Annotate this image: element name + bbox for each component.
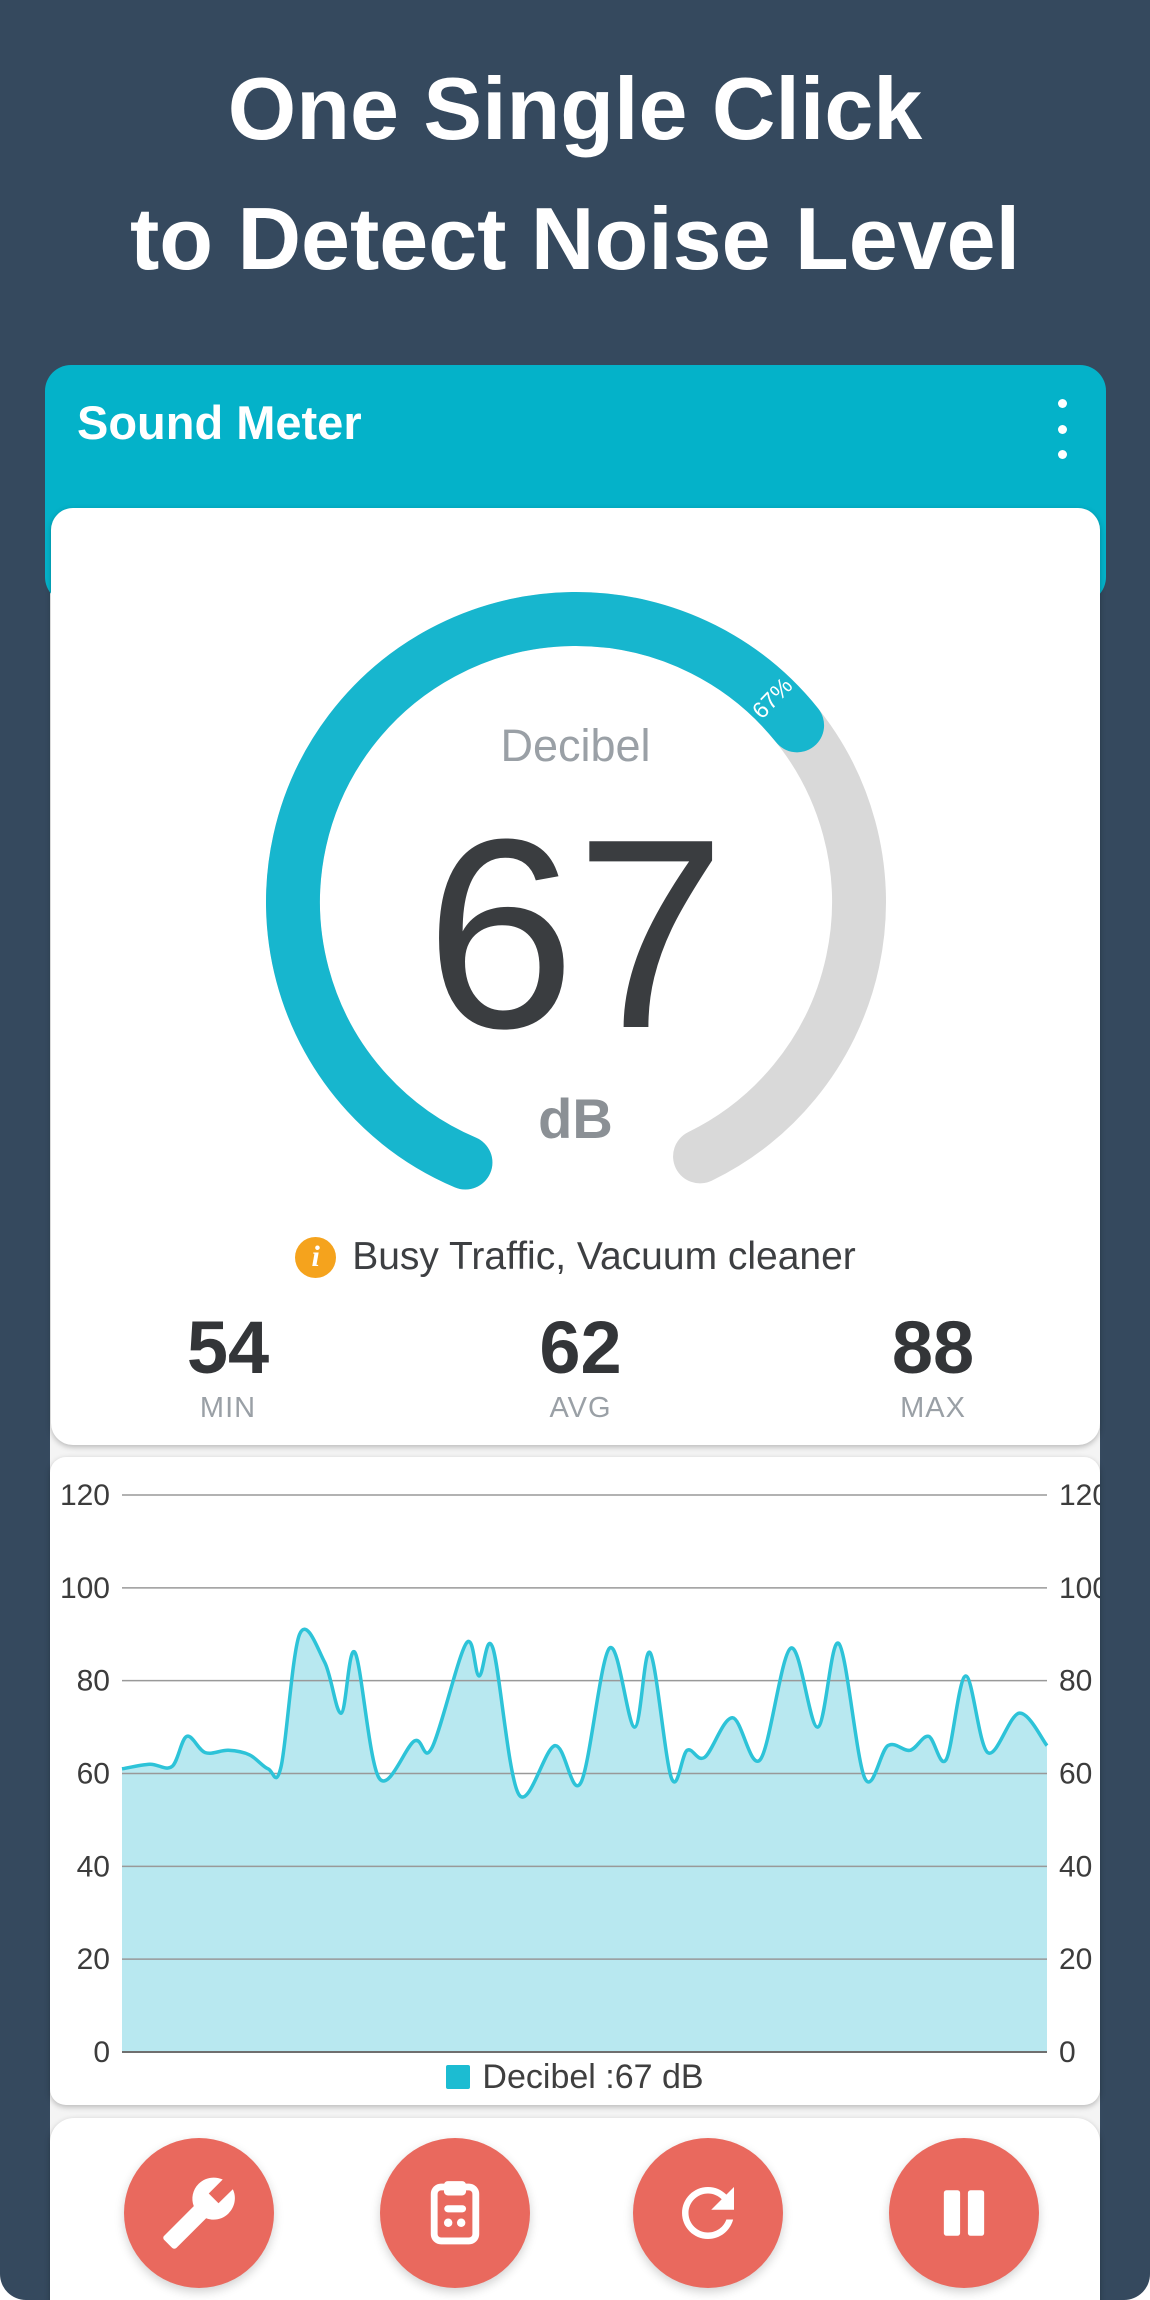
- decibel-history-chart: 0 0 20 20 40 40 60 60 80 80 100 100 120 120: [60, 1479, 1100, 2069]
- headline-line-1: One Single Click: [227, 59, 923, 158]
- area-fill: [122, 1629, 1047, 2052]
- headline-line-2: to Detect Noise Level: [129, 189, 1021, 288]
- y-tick-left: 20: [77, 1943, 110, 1976]
- legend-swatch: [446, 2065, 471, 2089]
- gauge-card: 67% Decibel 67 dB i Busy Traffic, Vacuum…: [51, 508, 1100, 1445]
- kebab-dot: [1057, 450, 1067, 459]
- y-tick-right: 40: [1059, 1850, 1092, 1883]
- noise-source-text: Busy Traffic, Vacuum cleaner: [352, 1235, 856, 1278]
- chart-card: 0 0 20 20 40 40 60 60 80 80 100 100 120 120 Decibel :…: [50, 1457, 1100, 2105]
- y-tick-right: 120: [1059, 1479, 1100, 1512]
- stat-min-label: MIN: [199, 1392, 257, 1424]
- y-tick-left: 60: [77, 1758, 110, 1791]
- info-icon: i: [295, 1236, 337, 1278]
- kebab-dot: [1057, 399, 1067, 408]
- gauge-value: 67: [425, 784, 726, 1085]
- app-title: Sound Meter: [77, 396, 362, 449]
- y-tick-right: 80: [1059, 1665, 1092, 1698]
- stats-row: 54 MIN 62 AVG 88 MAX: [51, 1308, 1100, 1425]
- gauge-progress-arc: [266, 592, 825, 1190]
- stat-avg-label: AVG: [549, 1392, 612, 1424]
- stat-min-value: 54: [186, 1306, 270, 1389]
- y-tick-left: 120: [60, 1479, 110, 1512]
- stat-avg: 62 AVG: [471, 1308, 691, 1425]
- kebab-dot: [1057, 424, 1067, 434]
- stat-min: 54 MIN: [118, 1308, 338, 1425]
- gauge-label: Decibel: [500, 720, 651, 771]
- pause-button[interactable]: [889, 2138, 1039, 2288]
- clipboard-icon: [430, 2181, 480, 2245]
- pause-icon: [943, 2190, 985, 2236]
- y-tick-right: 0: [1059, 2036, 1076, 2069]
- area-stroke: [121, 1627, 1049, 1799]
- y-tick-left: 100: [60, 1572, 110, 1605]
- noise-source-row: i Busy Traffic, Vacuum cleaner: [51, 1230, 1100, 1284]
- y-tick-left: 40: [77, 1850, 110, 1883]
- refresh-icon: [682, 2187, 734, 2239]
- overflow-menu-button[interactable]: [1040, 395, 1084, 463]
- records-button[interactable]: [380, 2138, 530, 2288]
- wrench-icon: [163, 2177, 235, 2249]
- stat-max: 88 MAX: [823, 1308, 1043, 1425]
- legend-label: Decibel :67 dB: [482, 2057, 704, 2096]
- stat-max-label: MAX: [900, 1392, 966, 1424]
- reset-button[interactable]: [633, 2138, 783, 2288]
- y-tick-right: 20: [1059, 1943, 1092, 1976]
- stat-max-value: 88: [891, 1306, 975, 1389]
- gauge-unit: dB: [538, 1087, 613, 1150]
- stat-avg-value: 62: [539, 1306, 622, 1389]
- controls-card: [50, 2118, 1100, 2300]
- y-tick-left: 0: [93, 2036, 110, 2069]
- y-tick-right: 60: [1059, 1758, 1092, 1791]
- gridlines: [122, 1494, 1047, 2053]
- y-tick-left: 80: [77, 1665, 110, 1698]
- chart-legend: Decibel :67 dB: [50, 2055, 1100, 2099]
- decibel-gauge: 67%: [266, 592, 886, 1190]
- y-tick-right: 100: [1059, 1572, 1100, 1605]
- settings-button[interactable]: [124, 2138, 274, 2288]
